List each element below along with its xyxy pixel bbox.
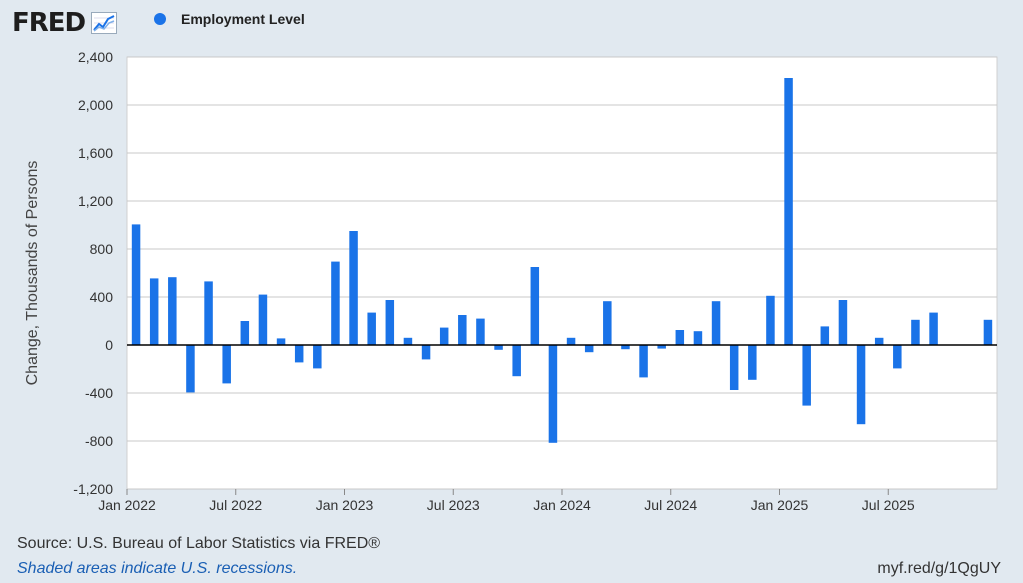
legend-label: Employment Level bbox=[181, 11, 305, 27]
bar[interactable] bbox=[204, 281, 213, 345]
bar[interactable] bbox=[186, 345, 195, 393]
y-tick-label: 1,200 bbox=[78, 193, 113, 209]
y-axis-label: Change, Thousands of Persons bbox=[24, 161, 41, 386]
bar[interactable] bbox=[240, 321, 250, 345]
bar[interactable] bbox=[349, 231, 358, 345]
bar[interactable] bbox=[530, 267, 540, 345]
y-tick-label: 1,600 bbox=[78, 145, 113, 161]
x-tick-label: Jul 2022 bbox=[209, 497, 262, 513]
bar[interactable] bbox=[439, 327, 449, 345]
bar[interactable] bbox=[494, 345, 503, 350]
legend[interactable]: Employment Level bbox=[154, 11, 305, 27]
bar[interactable] bbox=[367, 312, 376, 345]
line-graph-icon[interactable] bbox=[91, 12, 118, 34]
y-tick-label: 2,400 bbox=[78, 49, 113, 65]
x-tick-label: Jan 2024 bbox=[533, 497, 591, 513]
bar[interactable] bbox=[584, 345, 594, 353]
bar[interactable] bbox=[874, 337, 884, 345]
bar[interactable] bbox=[729, 345, 739, 390]
bar[interactable] bbox=[657, 345, 666, 349]
bar[interactable] bbox=[911, 319, 920, 345]
bar[interactable] bbox=[856, 345, 866, 425]
x-tick-label: Jul 2023 bbox=[427, 497, 480, 513]
bar[interactable] bbox=[258, 294, 268, 345]
bar[interactable] bbox=[385, 300, 395, 345]
bar[interactable] bbox=[711, 301, 721, 345]
chart: -1,200 -800 -400 0 400 800 1,200 1,600 2,000 2,40… bbox=[24, 49, 998, 513]
y-tick-label: 400 bbox=[90, 289, 114, 305]
header: FRED bbox=[12, 6, 118, 40]
x-tick-label: Jan 2022 bbox=[98, 497, 156, 513]
short-url[interactable]: myf.red/g/1QgUY bbox=[877, 560, 1001, 577]
y-tick-label: 0 bbox=[105, 337, 113, 353]
bar[interactable] bbox=[893, 345, 902, 369]
source-text: Source: U.S. Bureau of Labor Statistics … bbox=[17, 535, 381, 552]
recession-note[interactable]: Shaded areas indicate U.S. recessions. bbox=[17, 560, 298, 577]
y-tick-label: 2,000 bbox=[78, 97, 113, 113]
bar[interactable] bbox=[566, 337, 576, 345]
bar[interactable] bbox=[476, 318, 485, 345]
x-tick-label: Jul 2024 bbox=[644, 497, 697, 513]
y-tick-label: -400 bbox=[85, 385, 113, 401]
bar[interactable] bbox=[512, 345, 521, 377]
plot-area bbox=[126, 56, 998, 490]
bar[interactable] bbox=[802, 345, 811, 406]
bar[interactable] bbox=[421, 345, 431, 360]
bar[interactable] bbox=[331, 261, 340, 345]
bar[interactable] bbox=[403, 337, 413, 345]
bar[interactable] bbox=[149, 278, 159, 345]
x-tick-label: Jul 2025 bbox=[862, 497, 915, 513]
bar[interactable] bbox=[621, 345, 630, 350]
x-axis-ticks: Jan 2022 Jul 2022 Jan 2023 Jul 2023 Jan 2024… bbox=[98, 489, 915, 513]
legend-marker bbox=[154, 13, 166, 25]
bar[interactable] bbox=[838, 300, 848, 345]
y-axis-ticks: -1,200 -800 -400 0 400 800 1,200 1,600 2,000 2,40… bbox=[73, 49, 113, 497]
bar[interactable] bbox=[313, 345, 322, 369]
bar[interactable] bbox=[603, 301, 612, 345]
bar[interactable] bbox=[675, 330, 685, 345]
bar[interactable] bbox=[929, 312, 938, 345]
x-tick-label: Jan 2025 bbox=[751, 497, 809, 513]
bar[interactable] bbox=[276, 338, 286, 345]
bar[interactable] bbox=[294, 345, 304, 363]
bar[interactable] bbox=[693, 331, 703, 345]
bar[interactable] bbox=[639, 345, 648, 378]
bar[interactable] bbox=[784, 78, 793, 345]
bar[interactable] bbox=[131, 224, 141, 345]
bar[interactable] bbox=[983, 319, 993, 345]
bar[interactable] bbox=[458, 315, 467, 345]
fred-logo[interactable]: FRED bbox=[12, 8, 86, 38]
bar[interactable] bbox=[766, 295, 775, 345]
bar[interactable] bbox=[820, 326, 830, 345]
bar[interactable] bbox=[548, 345, 558, 443]
y-tick-label: -800 bbox=[85, 433, 113, 449]
bars bbox=[131, 78, 993, 443]
y-tick-label: -1,200 bbox=[73, 481, 113, 497]
bar[interactable] bbox=[222, 345, 231, 384]
y-tick-label: 800 bbox=[90, 241, 114, 257]
bar[interactable] bbox=[168, 277, 177, 345]
x-tick-label: Jan 2023 bbox=[316, 497, 374, 513]
bar[interactable] bbox=[748, 345, 757, 380]
